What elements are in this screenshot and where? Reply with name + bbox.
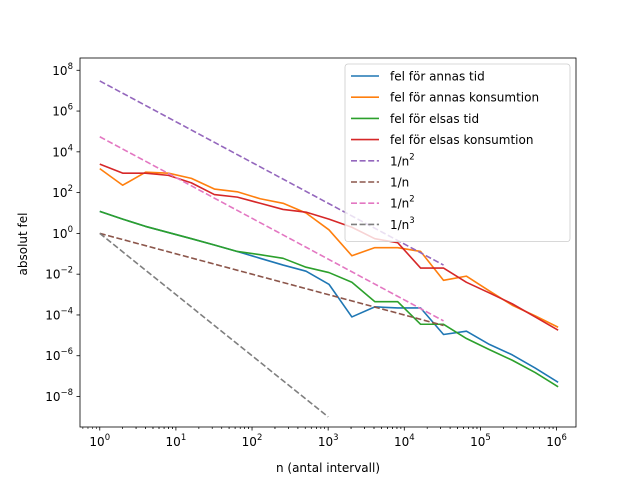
legend-label: fel för annas konsumtion <box>390 91 539 105</box>
plot-area <box>79 57 577 428</box>
legend-label: fel för elsas tid <box>390 112 479 126</box>
x-tick-label: 104 <box>394 433 415 449</box>
legend: fel för annas tid fel för annas konsumtio… <box>344 63 571 243</box>
x-tick-label: 106 <box>546 433 567 449</box>
series-line-7 <box>99 136 444 322</box>
y-tick-label: 102 <box>52 184 73 200</box>
x-tick-label: 103 <box>318 433 339 449</box>
y-axis: 10−8 10−6 10−4 10−2 100 102 104 106 108 <box>45 62 80 404</box>
legend-label: 1/n2 <box>390 152 415 168</box>
y-tick-label: 10−4 <box>45 306 73 322</box>
x-axis: 100 101 102 103 104 105 106 <box>82 427 567 449</box>
series-line-2 <box>99 167 559 328</box>
x-tick-label: 100 <box>89 433 110 449</box>
legend-label: 1/n2 <box>390 195 415 211</box>
y-tick-label: 108 <box>52 62 73 78</box>
x-axis-label: n (antal intervall) <box>276 461 380 475</box>
legend-label: fel för elsas konsumtion <box>390 133 533 147</box>
series-line-5 <box>99 80 444 266</box>
x-tick-label: 101 <box>166 433 187 449</box>
legend-label: fel för annas tid <box>390 70 485 84</box>
series-line-8 <box>99 232 329 418</box>
y-tick-label: 104 <box>52 143 73 159</box>
legend-label: 1/n <box>390 176 409 190</box>
y-tick-label: 106 <box>52 103 73 119</box>
legend-label: 1/n3 <box>390 216 415 232</box>
y-axis-label: absolut fel <box>16 213 30 276</box>
y-tick-label: 10−2 <box>45 266 73 282</box>
y-tick-label: 10−6 <box>45 347 73 363</box>
x-tick-label: 102 <box>242 433 263 449</box>
y-tick-label: 100 <box>52 225 73 241</box>
y-tick-label: 10−8 <box>45 388 73 404</box>
legend-box <box>344 63 571 243</box>
x-tick-label: 105 <box>470 433 491 449</box>
series-line-6 <box>99 232 444 327</box>
series-line-3 <box>99 210 559 388</box>
